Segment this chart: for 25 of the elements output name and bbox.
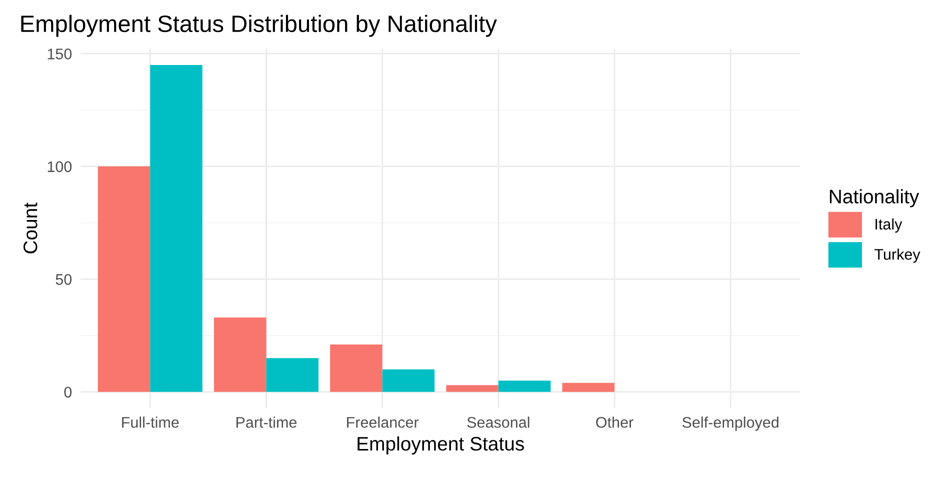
y-tick-label: 50 [56,274,72,285]
x-tick-label: Freelancer [347,416,419,428]
x-tick-label: Self-employed [682,416,778,431]
legend-title: Nationality [830,189,920,208]
y-tick-label: 150 [48,48,72,60]
chart-title: Employment Status Distribution by Nationality [21,14,497,37]
y-tick-label: 100 [48,161,72,172]
legend-label: Italy [876,218,902,233]
bar [498,380,551,392]
y-tick-label: 0 [64,386,72,398]
x-tick-label: Seasonal [467,416,530,428]
bar [150,64,202,392]
y-axis-title: Count [24,202,38,254]
bar [446,385,498,392]
bar [98,166,150,392]
bar [330,344,382,392]
bar [214,317,266,392]
x-axis-title: Employment Status [358,436,524,454]
x-tick-label: Other [596,416,634,428]
x-tick-label: Full-time [122,416,179,428]
bar [382,369,435,392]
bar [266,358,318,392]
bar [562,382,614,392]
legend-label: Turkey [874,248,920,263]
x-tick-label: Part-time [236,416,297,428]
